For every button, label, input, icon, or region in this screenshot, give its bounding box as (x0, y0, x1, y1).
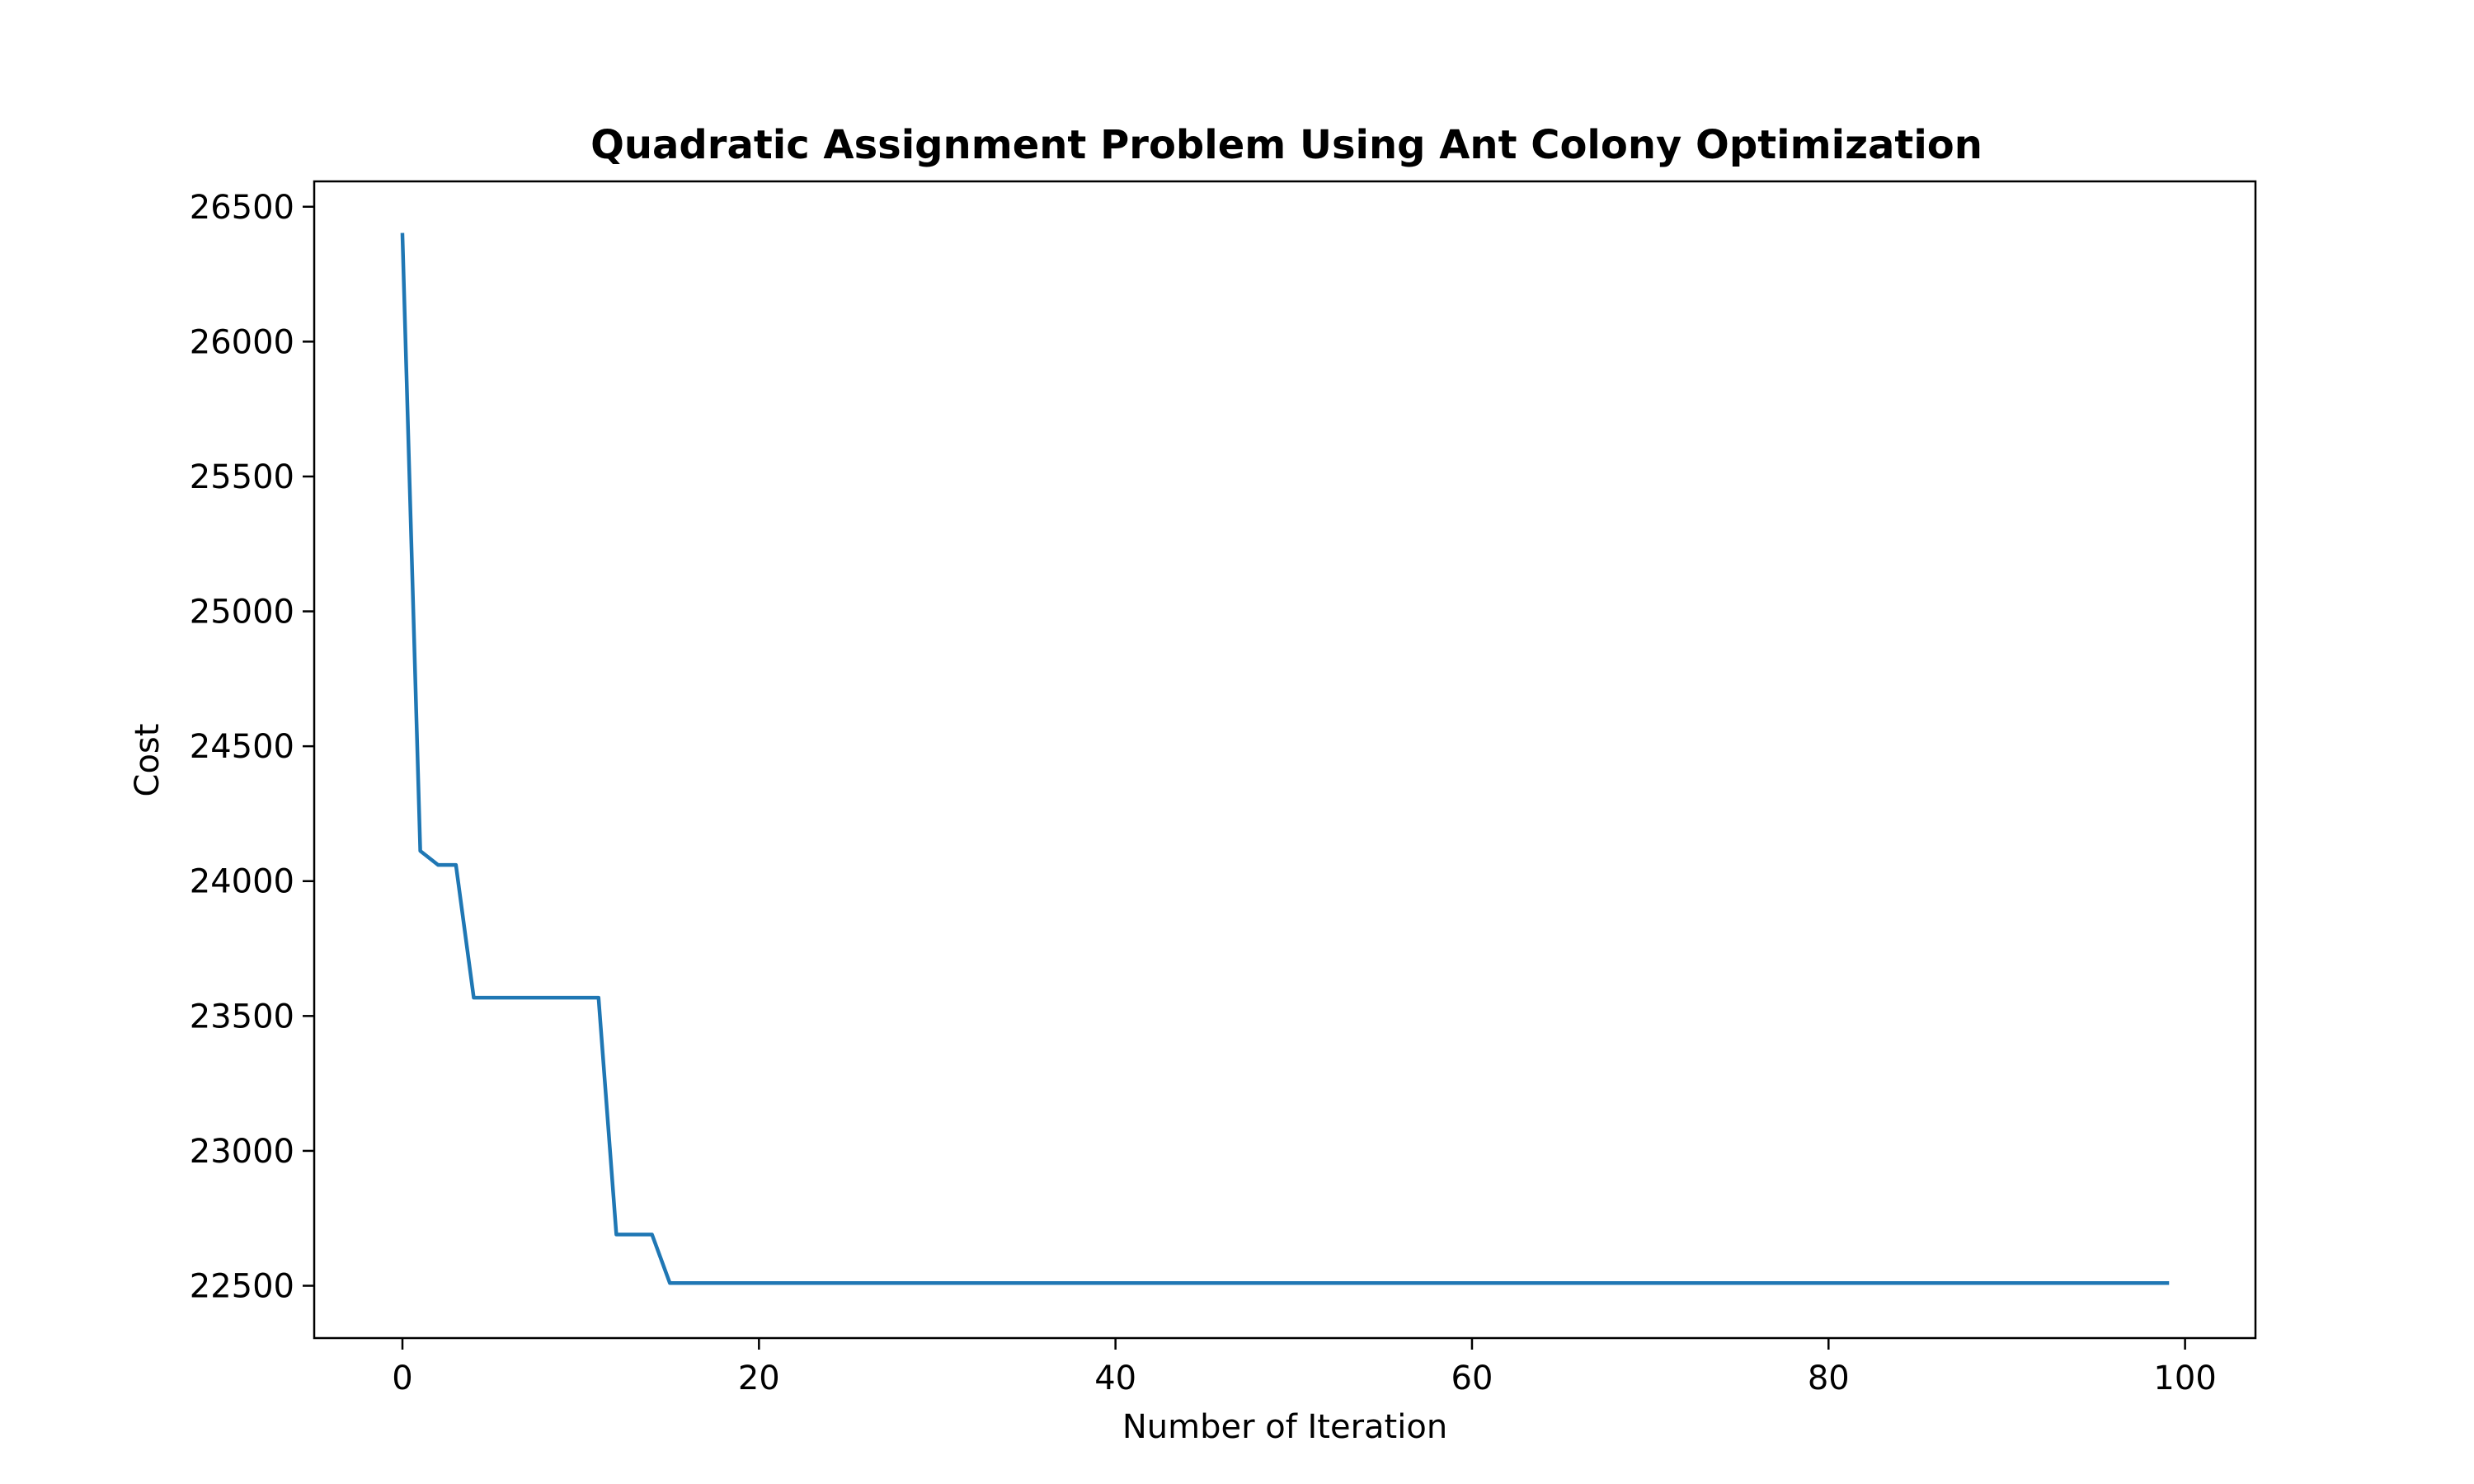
x-axis-label: Number of Iteration (1122, 1408, 1447, 1446)
y-tick-label: 24000 (190, 863, 294, 901)
axes-frame (313, 180, 2257, 1340)
x-axis-ticks: 0 20 40 60 80 100 (392, 1338, 2217, 1397)
y-tick-label: 24500 (190, 728, 294, 766)
y-tick-label: 23000 (190, 1133, 294, 1171)
chart-title: Quadratic Assignment Problem Using Ant C… (590, 122, 1982, 168)
plot-area: 22500 23000 23500 24000 24500 25000 25500 26000… (190, 180, 2257, 1397)
y-tick-label: 25500 (190, 458, 294, 496)
x-tick-label: 100 (2153, 1360, 2216, 1397)
y-axis-ticks: 22500 23000 23500 24000 24500 25000 25500 26000… (190, 189, 314, 1306)
y-tick-label: 22500 (190, 1268, 294, 1306)
x-tick-label: 20 (738, 1360, 780, 1397)
x-tick-label: 40 (1094, 1360, 1136, 1397)
y-tick-label: 26000 (190, 323, 294, 361)
x-tick-label: 0 (392, 1360, 412, 1397)
y-tick-label: 25000 (190, 594, 294, 632)
series-line-cost (400, 232, 2170, 1285)
x-tick-label: 80 (1808, 1360, 1850, 1397)
y-axis-label: Cost (129, 724, 167, 797)
y-tick-label: 26500 (190, 189, 294, 227)
y-tick-label: 23500 (190, 998, 294, 1036)
x-tick-label: 60 (1451, 1360, 1493, 1397)
